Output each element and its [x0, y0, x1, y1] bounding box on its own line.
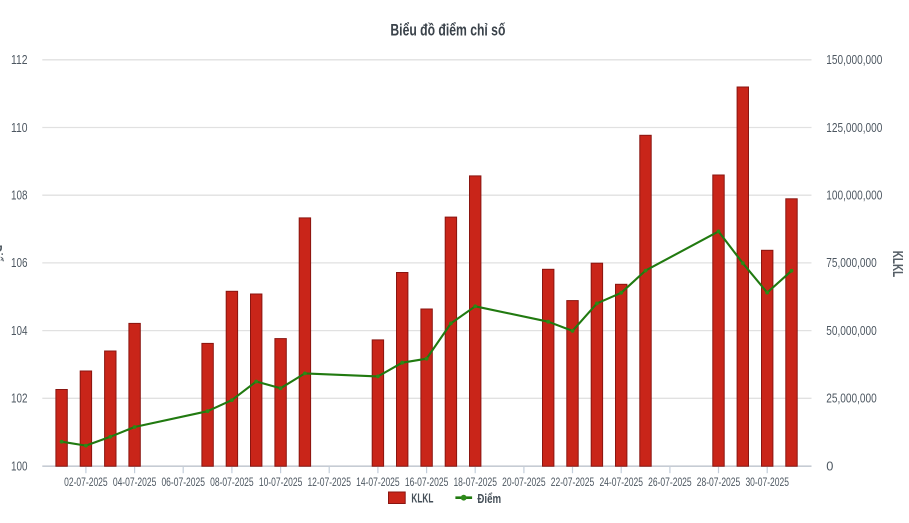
svg-text:26-07-2025: 26-07-2025	[648, 475, 692, 489]
svg-text:28-07-2025: 28-07-2025	[697, 475, 741, 489]
svg-text:10-07-2025: 10-07-2025	[259, 475, 303, 489]
svg-text:0: 0	[826, 458, 833, 473]
svg-text:112: 112	[11, 52, 28, 67]
svg-text:18-07-2025: 18-07-2025	[453, 475, 497, 489]
svg-text:100,000,000: 100,000,000	[826, 188, 882, 203]
svg-text:108: 108	[11, 188, 28, 203]
svg-text:02-07-2025: 02-07-2025	[64, 475, 108, 489]
svg-text:06-07-2025: 06-07-2025	[161, 475, 205, 489]
svg-text:100: 100	[11, 458, 28, 473]
svg-text:22-07-2025: 22-07-2025	[551, 475, 595, 489]
svg-text:75,000,000: 75,000,000	[826, 255, 876, 270]
svg-text:106: 106	[11, 255, 28, 270]
svg-text:50,000,000: 50,000,000	[826, 323, 876, 338]
svg-text:20-07-2025: 20-07-2025	[502, 475, 546, 489]
svg-text:KLKL: KLKL	[889, 251, 905, 278]
svg-text:16-07-2025: 16-07-2025	[405, 475, 449, 489]
svg-text:24-07-2025: 24-07-2025	[599, 475, 643, 489]
svg-text:25,000,000: 25,000,000	[826, 391, 876, 406]
svg-text:102: 102	[11, 391, 28, 406]
svg-text:14-07-2025: 14-07-2025	[356, 475, 400, 489]
svg-text:08-07-2025: 08-07-2025	[210, 475, 254, 489]
svg-text:30-07-2025: 30-07-2025	[745, 475, 789, 489]
svg-text:KLKL: KLKL	[411, 491, 433, 506]
svg-text:150,000,000: 150,000,000	[826, 52, 882, 67]
svg-text:Điểm: Điểm	[0, 245, 4, 272]
svg-text:Điểm: Điểm	[477, 491, 501, 506]
svg-text:125,000,000: 125,000,000	[826, 120, 882, 135]
svg-text:Biểu đồ điểm chỉ số: Biểu đồ điểm chỉ số	[390, 21, 505, 40]
svg-text:110: 110	[11, 120, 28, 135]
svg-text:04-07-2025: 04-07-2025	[113, 475, 157, 489]
svg-text:104: 104	[11, 323, 28, 338]
svg-text:12-07-2025: 12-07-2025	[307, 475, 351, 489]
